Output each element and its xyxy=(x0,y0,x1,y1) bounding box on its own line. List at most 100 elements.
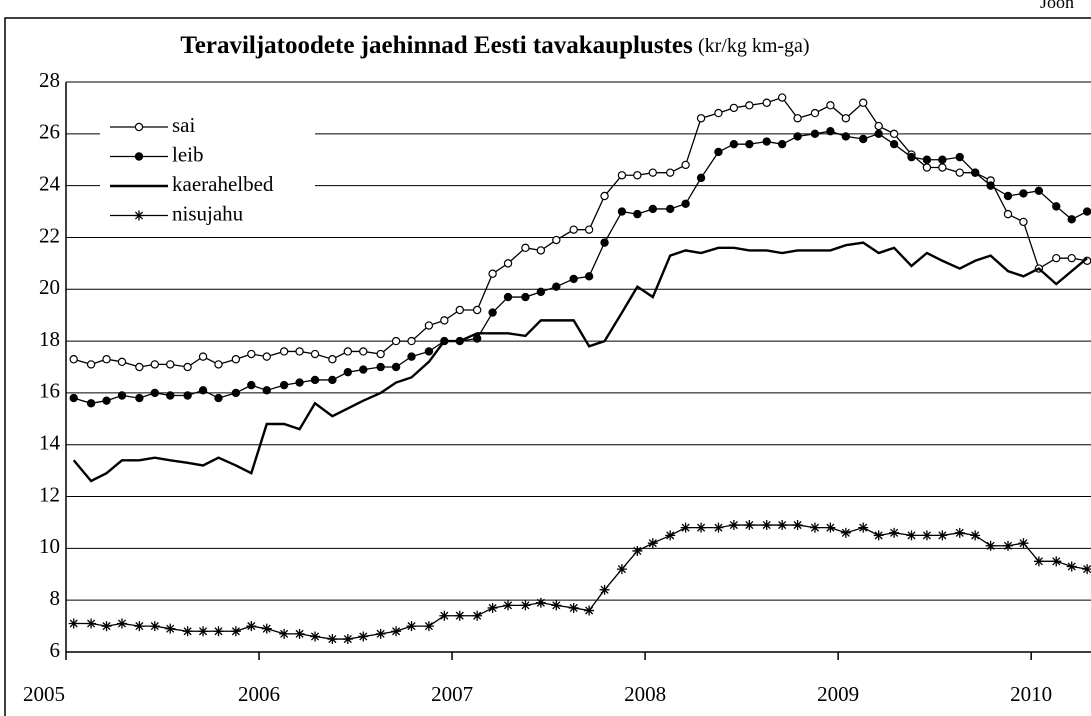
data-point xyxy=(777,520,788,531)
data-point xyxy=(406,621,417,632)
data-point xyxy=(86,360,96,369)
data-point xyxy=(874,129,883,139)
data-point xyxy=(359,347,368,356)
legend-marker xyxy=(134,122,144,132)
data-point xyxy=(183,391,192,400)
data-point xyxy=(472,305,482,315)
data-point xyxy=(261,623,272,634)
data-point xyxy=(342,634,353,645)
data-point xyxy=(295,378,304,387)
data-point xyxy=(617,207,627,216)
data-point xyxy=(569,225,578,234)
y-tick-label: 12 xyxy=(39,482,60,506)
data-point xyxy=(520,600,531,611)
data-point xyxy=(503,600,514,611)
legend-label: nisujahu xyxy=(172,201,244,225)
data-point xyxy=(955,168,964,177)
data-point xyxy=(134,621,145,632)
data-point xyxy=(696,114,706,123)
chart-title-group: Teraviljatoodete jaehinnad Eesti tavakau… xyxy=(180,32,809,59)
legend-label: kaerahelbed xyxy=(172,172,274,196)
data-point xyxy=(938,163,947,172)
data-point xyxy=(1003,191,1013,201)
data-point xyxy=(1067,215,1076,224)
data-point xyxy=(1051,556,1062,567)
data-point xyxy=(165,623,176,634)
data-point xyxy=(810,108,820,118)
data-point xyxy=(922,155,932,164)
data-point xyxy=(762,98,771,107)
data-point xyxy=(633,171,642,180)
x-tick-label: 2006 xyxy=(238,682,280,706)
data-point xyxy=(487,602,498,613)
data-point xyxy=(985,540,996,551)
data-point xyxy=(1052,253,1061,263)
chart-title: Teraviljatoodete jaehinnad Eesti tavakau… xyxy=(180,32,693,59)
data-point xyxy=(938,155,947,164)
chart-subtitle: (kr/kg km-ga) xyxy=(698,35,810,57)
data-point xyxy=(182,626,193,637)
data-point xyxy=(310,349,320,359)
data-point xyxy=(761,520,772,531)
data-point xyxy=(648,168,658,177)
data-point xyxy=(986,181,995,190)
data-point xyxy=(1019,189,1028,198)
data-point xyxy=(616,564,627,575)
data-point xyxy=(826,127,835,136)
data-point xyxy=(214,393,223,403)
data-point xyxy=(117,391,127,400)
series-line xyxy=(72,241,1088,483)
data-point xyxy=(68,618,79,629)
data-point xyxy=(150,388,159,398)
data-point xyxy=(262,352,271,361)
data-point xyxy=(503,292,513,302)
data-point xyxy=(391,336,401,346)
data-point xyxy=(859,98,868,107)
data-point xyxy=(183,362,192,372)
data-point xyxy=(792,520,803,531)
data-point xyxy=(455,305,464,315)
legend-marker xyxy=(134,152,144,161)
data-point xyxy=(423,621,434,632)
data-point xyxy=(600,238,609,247)
data-point xyxy=(696,522,707,533)
data-point xyxy=(921,530,932,541)
legend-label: leib xyxy=(172,142,204,166)
data-point xyxy=(889,527,900,538)
data-point xyxy=(1052,202,1061,211)
y-tick-label: 6 xyxy=(50,638,61,662)
data-point xyxy=(600,191,609,201)
data-point xyxy=(535,597,546,608)
data-point xyxy=(681,199,690,208)
data-point xyxy=(569,274,578,284)
data-point xyxy=(584,225,594,234)
data-point xyxy=(328,375,337,385)
data-point xyxy=(1034,186,1044,196)
data-point xyxy=(150,360,159,369)
data-point xyxy=(198,626,209,637)
data-point xyxy=(536,287,546,297)
data-point xyxy=(279,347,289,356)
data-point xyxy=(696,173,706,183)
data-point xyxy=(521,292,530,302)
data-point xyxy=(424,321,434,330)
data-point xyxy=(599,584,610,595)
data-point xyxy=(728,520,739,531)
data-point xyxy=(810,129,820,139)
data-point xyxy=(135,362,144,372)
data-point xyxy=(777,93,787,102)
data-point xyxy=(889,139,899,149)
data-point xyxy=(166,391,175,400)
data-point xyxy=(552,282,561,291)
data-point xyxy=(680,522,691,533)
data-point xyxy=(86,399,96,408)
data-point xyxy=(521,243,530,253)
data-point xyxy=(841,132,851,141)
x-tick-label: 2005 xyxy=(23,682,65,706)
y-tick-label: 8 xyxy=(50,586,61,610)
legend-label: sai xyxy=(172,113,195,137)
data-point xyxy=(472,334,482,343)
x-tick-label: 2009 xyxy=(817,682,859,706)
data-point xyxy=(213,626,224,637)
